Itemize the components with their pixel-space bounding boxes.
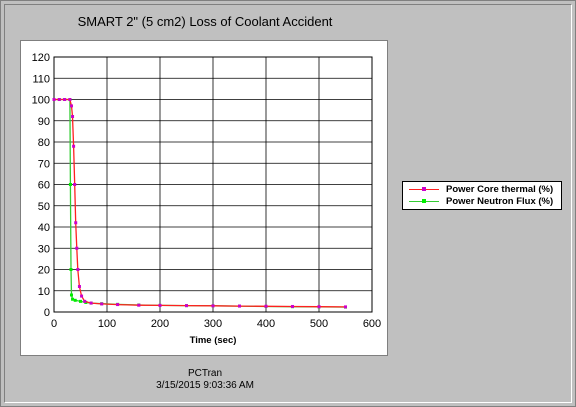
plot-panel (20, 40, 388, 356)
legend-item-core-thermal: Power Core thermal (%) (403, 183, 553, 195)
legend-swatch-neutron-flux (405, 195, 443, 207)
legend-swatch-core-thermal (405, 183, 443, 195)
chart-title: SMART 2" (5 cm2) Loss of Coolant Acciden… (77, 14, 333, 29)
footer-timestamp: 3/15/2015 9:03:36 AM (156, 380, 254, 391)
window-inner-border (4, 4, 572, 403)
legend-label-neutron-flux: Power Neutron Flux (%) (446, 195, 554, 207)
footer-app-name: PCTran (187, 368, 223, 379)
legend: Power Core thermal (%) Power Neutron Flu… (402, 181, 562, 210)
legend-label-core-thermal: Power Core thermal (%) (446, 183, 554, 195)
legend-item-neutron-flux: Power Neutron Flux (%) (403, 195, 553, 207)
